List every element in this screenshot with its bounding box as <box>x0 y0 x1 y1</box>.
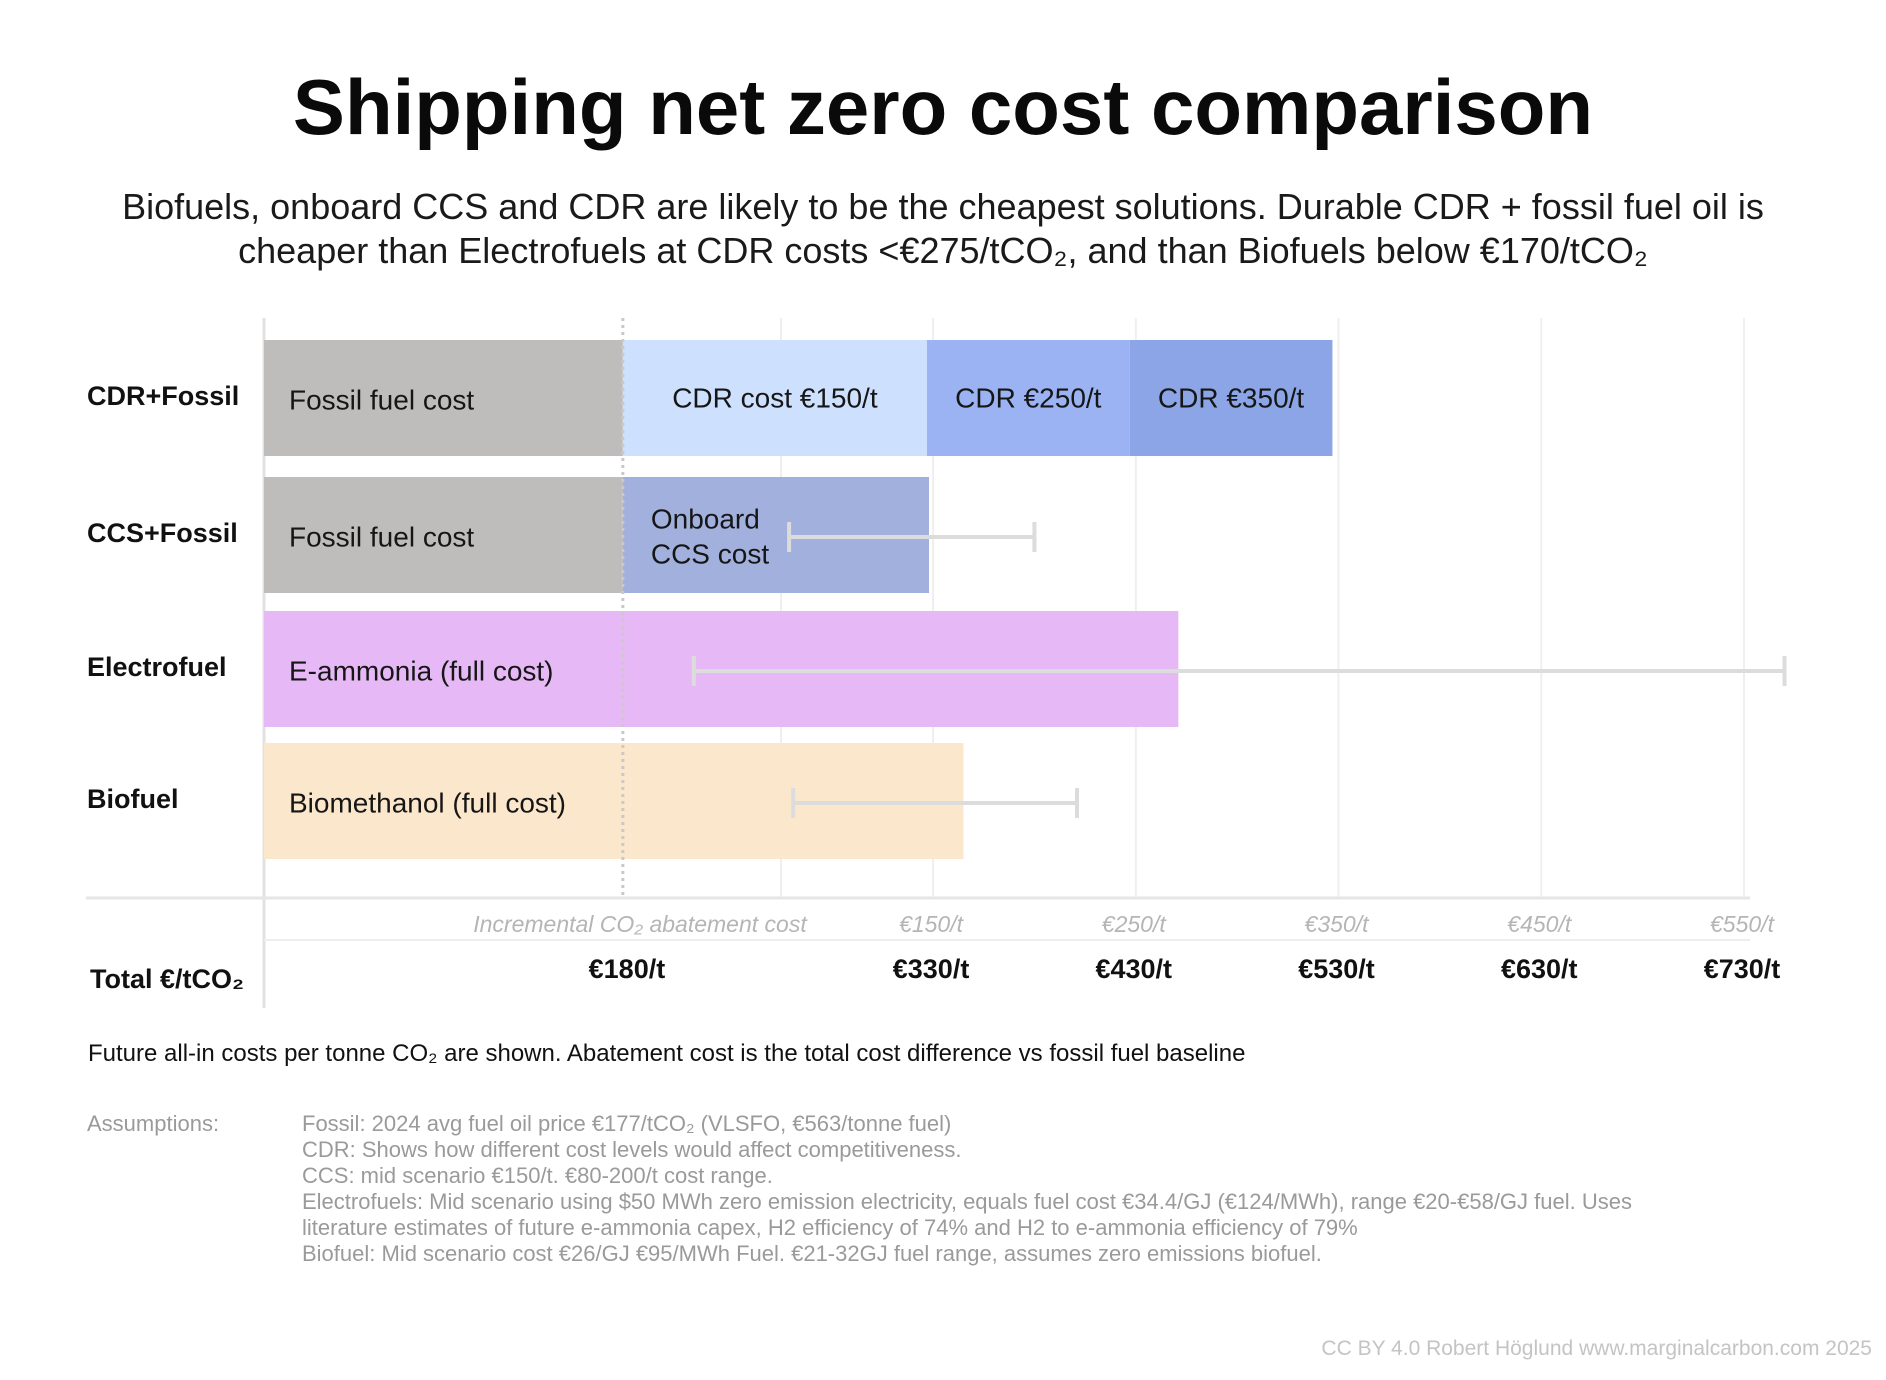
subtitle-line-1: Biofuels, onboard CCS and CDR are likely… <box>122 186 1764 227</box>
incremental-tick-label: €250/t <box>1102 911 1168 937</box>
incremental-axis-title: Incremental CO₂ abatement cost <box>473 911 808 937</box>
category-label: Electrofuel <box>87 652 227 682</box>
bar-segment <box>1129 340 1333 456</box>
segment-label: E-ammonia (full cost) <box>289 655 554 686</box>
incremental-tick-label: €350/t <box>1305 911 1371 937</box>
assumptions-label: Assumptions: <box>87 1111 220 1136</box>
assumption-electrofuels-cont: literature estimates of future e-ammonia… <box>302 1215 1358 1240</box>
category-label: CCS+Fossil <box>87 518 238 548</box>
chart-canvas: CDR+Fossil Fossil fuel cost CDR cost €150/… <box>86 318 1787 1008</box>
bar-segment <box>264 340 623 456</box>
subtitle-line-2: cheaper than Electrofuels at CDR costs <… <box>238 230 1648 271</box>
total-tick-label: €730/t <box>1704 954 1781 984</box>
bar-segment <box>926 340 1130 456</box>
segment-label: Biomethanol (full cost) <box>289 787 566 818</box>
bar-segment <box>264 477 623 593</box>
assumption-ccs: CCS: mid scenario €150/t. €80-200/t cost… <box>302 1163 773 1188</box>
segment-label: Fossil fuel cost <box>289 521 474 552</box>
segment-label: CDR €350/t <box>1158 382 1305 413</box>
segment-label: CDR €250/t <box>955 382 1102 413</box>
assumption-electrofuels: Electrofuels: Mid scenario using $50 MWh… <box>302 1189 1632 1214</box>
incremental-tick-label: €550/t <box>1710 911 1776 937</box>
credit-line: CC BY 4.0 Robert Höglund www.marginalcar… <box>1321 1337 1872 1360</box>
incremental-tick-label: €450/t <box>1507 911 1573 937</box>
chart-title: Shipping net zero cost comparison <box>292 63 1594 151</box>
segment-label: Onboard <box>651 503 760 534</box>
chart-footnote: Future all-in costs per tonne CO₂ are sh… <box>88 1040 1246 1067</box>
segment-label: CCS cost <box>651 538 769 569</box>
assumption-biofuel: Biofuel: Mid scenario cost €26/GJ €95/MW… <box>302 1241 1322 1266</box>
category-label: Biofuel <box>87 784 179 814</box>
assumption-fossil: Fossil: 2024 avg fuel oil price €177/tCO… <box>302 1111 952 1136</box>
assumption-cdr: CDR: Shows how different cost levels wou… <box>302 1137 962 1162</box>
total-tick-label: €180/t <box>589 954 666 984</box>
category-label: CDR+Fossil <box>87 381 239 411</box>
total-tick-label: €530/t <box>1298 954 1375 984</box>
bar-segment <box>622 340 927 456</box>
segment-label: Fossil fuel cost <box>289 384 474 415</box>
segment-label: CDR cost €150/t <box>672 382 878 413</box>
total-axis-title: Total €/tCO₂ <box>90 964 244 994</box>
total-tick-label: €430/t <box>1095 954 1172 984</box>
total-tick-label: €630/t <box>1501 954 1578 984</box>
total-tick-label: €330/t <box>893 954 970 984</box>
incremental-tick-label: €150/t <box>899 911 965 937</box>
